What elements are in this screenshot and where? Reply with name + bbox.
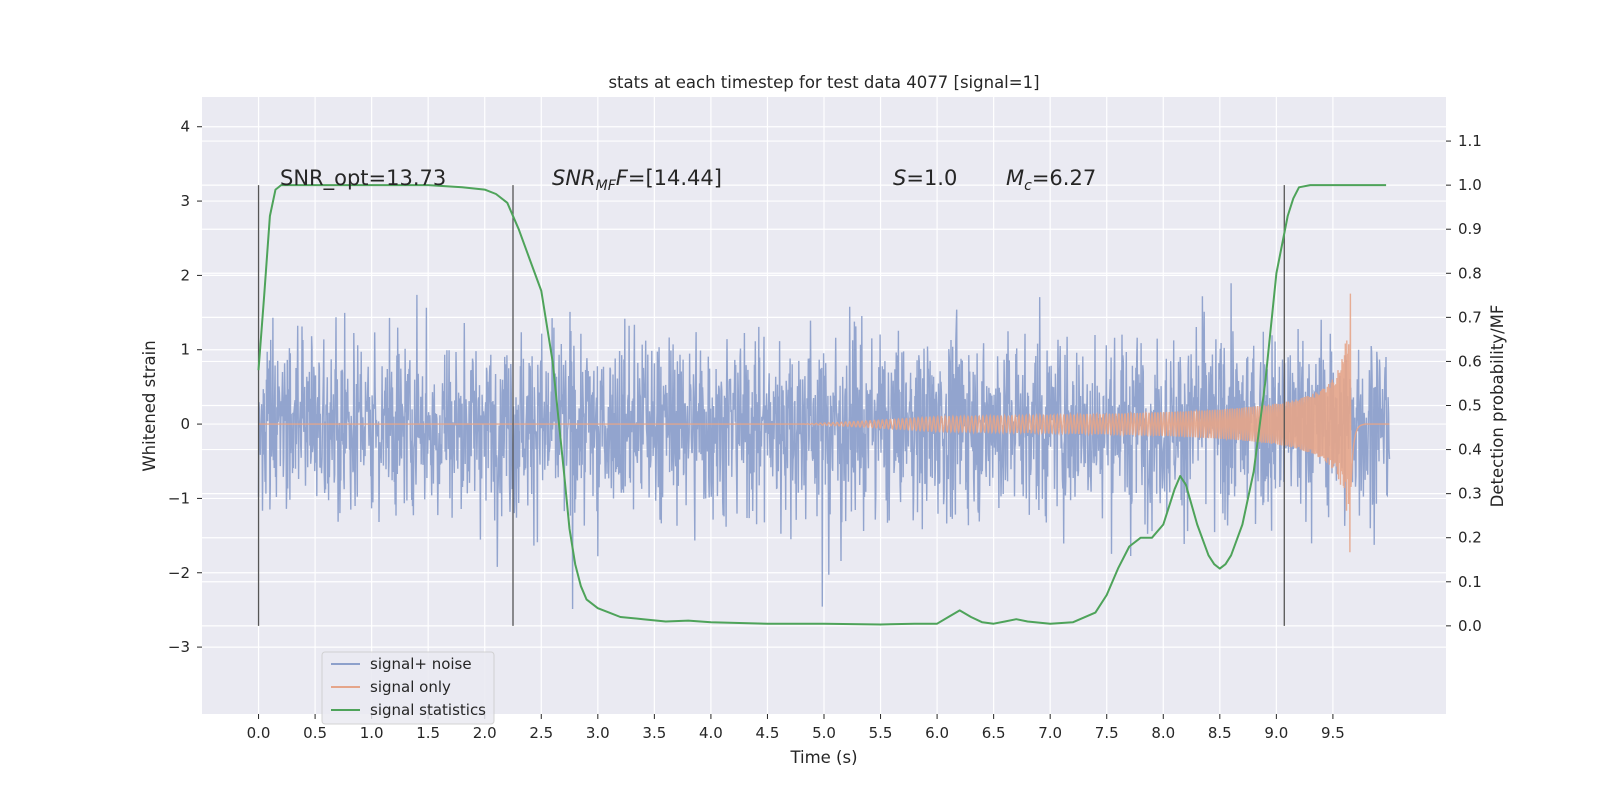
x-tick-label: 5.5 (869, 724, 893, 742)
x-tick-label: 3.0 (586, 724, 610, 742)
y-left-tick-label: −1 (168, 489, 190, 507)
signal-plus-noise-series (257, 283, 1391, 610)
y-right-tick-label: 0.6 (1458, 352, 1482, 370)
x-tick-label: 4.0 (699, 724, 723, 742)
y-right-tick-label: 0.0 (1458, 617, 1482, 635)
tick-labels: 0.0 0.5 1.0 1.5 2.0 2.5 3.0 3.5 4.0 4.5 5.0 5.5 6.0 6… (168, 118, 1482, 742)
y-right-tick-label: 0.9 (1458, 220, 1482, 238)
signal-only-series (258, 293, 1390, 553)
x-tick-label: 8.5 (1208, 724, 1232, 742)
signal-line (258, 293, 1390, 553)
vertical-markers (257, 185, 1285, 626)
y-left-tick-label: 4 (180, 118, 190, 136)
chart-title: stats at each timestep for test data 407… (608, 73, 1039, 92)
legend-label-signal: signal only (370, 678, 451, 696)
y-left-tick-label: 2 (180, 266, 190, 284)
x-axis-label: Time (s) (789, 748, 857, 767)
x-tick-label: 6.5 (982, 724, 1006, 742)
y-right-tick-label: 1.0 (1458, 176, 1482, 194)
stats-line (257, 184, 1387, 626)
y-axis-label-left: Whitened strain (140, 340, 159, 471)
x-tick-label: 4.5 (756, 724, 780, 742)
annotation-s: S=1.0 (893, 166, 957, 190)
x-tick-label: 9.0 (1264, 724, 1288, 742)
y-right-tick-label: 0.7 (1458, 308, 1482, 326)
annotation-snr-opt: SNR_opt=13.73 (280, 166, 446, 191)
x-tick-label: 6.0 (925, 724, 949, 742)
y-right-tick-label: 0.5 (1458, 397, 1482, 415)
x-tick-label: 2.5 (529, 724, 553, 742)
y-right-tick-label: 0.2 (1458, 529, 1482, 547)
y-right-tick-label: 0.1 (1458, 573, 1482, 591)
x-tick-label: 1.0 (360, 724, 384, 742)
y-left-tick-label: 1 (180, 341, 190, 359)
annotation-snr-mf-value: =[14.44] (628, 166, 722, 190)
noise-line (257, 283, 1391, 610)
annotation-mc-value: =6.27 (1032, 166, 1096, 190)
x-tick-label: 8.0 (1151, 724, 1175, 742)
y-axis-label-right: Detection probability/MF (1488, 305, 1507, 508)
x-tick-label: 9.5 (1321, 724, 1345, 742)
legend-label-stats: signal statistics (370, 701, 486, 719)
x-tick-label: 0.0 (247, 724, 271, 742)
x-tick-label: 5.0 (812, 724, 836, 742)
signal-statistics-series (257, 184, 1387, 626)
legend-label-noise: signal+ noise (370, 655, 472, 673)
y-left-tick-label: −2 (168, 564, 190, 582)
y-right-tick-label: 0.8 (1458, 264, 1482, 282)
x-tick-label: 0.5 (303, 724, 327, 742)
annotation-s-value: =1.0 (906, 166, 957, 190)
annotation-mc: Mc=6.27 (1006, 166, 1096, 194)
y-left-tick-label: 0 (180, 415, 190, 433)
x-tick-label: 2.0 (473, 724, 497, 742)
y-left-tick-label: 3 (180, 192, 190, 210)
x-tick-label: 1.5 (416, 724, 440, 742)
legend: signal+ noise signal only signal statist… (321, 651, 495, 725)
x-tick-label: 7.5 (1095, 724, 1119, 742)
y-right-tick-label: 0.4 (1458, 441, 1482, 459)
y-left-tick-label: −3 (168, 638, 190, 656)
annotation-snr-mf: SNRMFF=[14.44] (552, 166, 722, 194)
legend-box (321, 651, 495, 725)
y-right-tick-label: 1.1 (1458, 132, 1482, 150)
y-right-tick-label: 0.3 (1458, 485, 1482, 503)
x-tick-label: 3.5 (642, 724, 666, 742)
x-tick-label: 7.0 (1038, 724, 1062, 742)
